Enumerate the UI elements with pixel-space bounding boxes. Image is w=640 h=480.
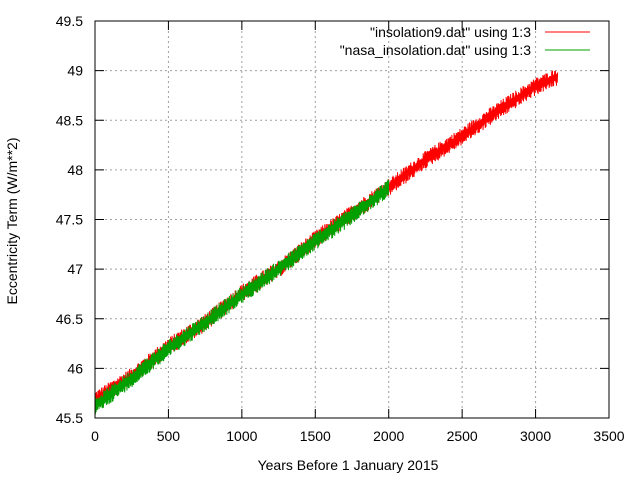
x-tick-label: 1000 [226, 428, 257, 444]
y-tick-label: 45.5 [56, 410, 83, 426]
y-tick-label: 46.5 [56, 311, 83, 327]
series-layer [94, 70, 559, 415]
grid [95, 21, 609, 418]
x-tick-label: 1500 [300, 428, 331, 444]
y-tick-label: 49 [67, 63, 83, 79]
y-tick-label: 48.5 [56, 112, 83, 128]
legend-label-series-2: "nasa_insolation.dat" using 1:3 [340, 42, 532, 58]
y-tick-label: 46 [67, 360, 83, 376]
series-line-1 [94, 70, 559, 409]
series-line-2 [94, 179, 390, 415]
legend-label-series-1: "insolation9.dat" using 1:3 [370, 24, 531, 40]
x-tick-label: 3000 [520, 428, 551, 444]
y-tick-label: 47 [67, 261, 83, 277]
legend: "insolation9.dat" using 1:3 "nasa_insola… [340, 24, 590, 58]
x-tick-label: 3500 [593, 428, 624, 444]
y-axis-label: Eccentricity Term (W/m**2) [4, 138, 20, 305]
y-tick-label: 49.5 [56, 13, 83, 29]
x-tick-label: 2500 [447, 428, 478, 444]
y-tick-label: 48 [67, 162, 83, 178]
x-tick-label: 2000 [373, 428, 404, 444]
x-tick-label: 0 [91, 428, 99, 444]
x-tick-label: 500 [157, 428, 181, 444]
y-tick-label: 47.5 [56, 212, 83, 228]
ticks: 0 500 1000 1500 2000 2500 3000 3500 45.5 46 46.5 47… [56, 13, 625, 444]
x-axis-label: Years Before 1 January 2015 [258, 457, 439, 473]
